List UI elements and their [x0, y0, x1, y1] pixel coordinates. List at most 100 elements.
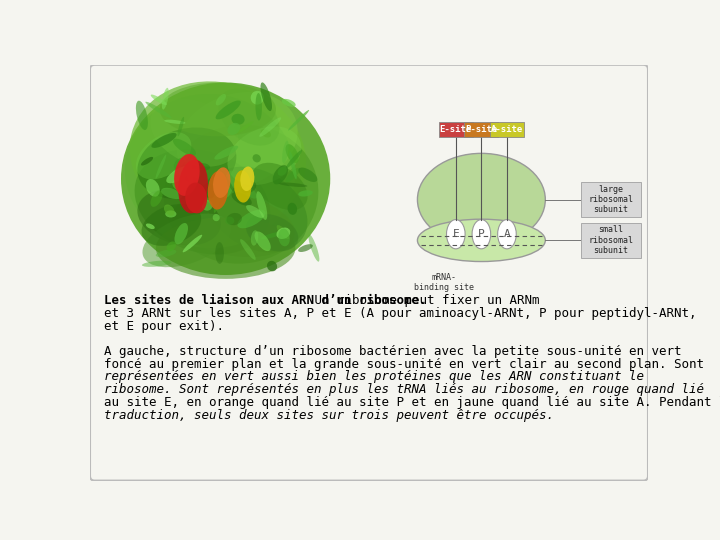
Text: A: A	[503, 229, 510, 239]
Ellipse shape	[156, 217, 295, 279]
Ellipse shape	[228, 123, 240, 135]
FancyBboxPatch shape	[581, 222, 641, 258]
Ellipse shape	[279, 183, 307, 187]
Ellipse shape	[298, 167, 318, 182]
Ellipse shape	[177, 163, 186, 184]
Text: E-site: E-site	[440, 125, 472, 134]
Text: Un ribosome peut fixer un ARNm: Un ribosome peut fixer un ARNm	[307, 294, 539, 307]
Ellipse shape	[166, 241, 176, 251]
Ellipse shape	[228, 126, 301, 185]
Ellipse shape	[145, 102, 171, 118]
Text: et 3 ARNt sur les sites A, P et E (A pour aminoacyl-ARNt, P pour peptidyl-ARNt,: et 3 ARNt sur les sites A, P et E (A pou…	[104, 307, 696, 320]
Ellipse shape	[207, 173, 225, 190]
Ellipse shape	[219, 168, 235, 192]
Ellipse shape	[212, 214, 220, 221]
Ellipse shape	[253, 154, 261, 163]
Ellipse shape	[261, 83, 272, 111]
Ellipse shape	[172, 179, 196, 194]
Ellipse shape	[287, 202, 297, 215]
FancyBboxPatch shape	[490, 122, 524, 137]
Ellipse shape	[245, 187, 257, 199]
Ellipse shape	[232, 192, 252, 206]
Ellipse shape	[146, 224, 155, 229]
Ellipse shape	[246, 205, 264, 218]
Ellipse shape	[166, 166, 191, 183]
Ellipse shape	[184, 153, 193, 184]
Ellipse shape	[240, 181, 256, 193]
Ellipse shape	[208, 171, 228, 210]
Ellipse shape	[288, 110, 309, 131]
Ellipse shape	[251, 230, 258, 246]
Text: représentées en vert aussi bien les protéines que les ARN constituant le: représentées en vert aussi bien les prot…	[104, 370, 644, 383]
Ellipse shape	[143, 213, 231, 267]
Text: et E pour exit).: et E pour exit).	[104, 320, 224, 333]
Ellipse shape	[225, 217, 235, 225]
Ellipse shape	[150, 191, 163, 207]
Ellipse shape	[446, 220, 465, 249]
Ellipse shape	[213, 167, 230, 198]
Ellipse shape	[282, 141, 289, 163]
Text: ribosome. Sont représentés en plus les tRNA liés au ribosome, en rouge quand lié: ribosome. Sont représentés en plus les t…	[104, 383, 704, 396]
Ellipse shape	[237, 121, 253, 133]
Ellipse shape	[222, 171, 235, 198]
Ellipse shape	[276, 227, 290, 239]
Ellipse shape	[146, 179, 160, 197]
FancyBboxPatch shape	[581, 182, 641, 217]
Ellipse shape	[278, 166, 287, 176]
Text: E: E	[452, 229, 459, 239]
Ellipse shape	[261, 129, 271, 138]
Ellipse shape	[240, 239, 256, 260]
Ellipse shape	[203, 183, 215, 199]
Ellipse shape	[289, 151, 297, 179]
Ellipse shape	[256, 191, 267, 220]
Text: A-site: A-site	[491, 125, 523, 134]
Ellipse shape	[136, 132, 192, 179]
Ellipse shape	[232, 114, 245, 125]
Ellipse shape	[206, 167, 307, 252]
Ellipse shape	[286, 150, 302, 168]
Text: A gauche, structure d’un ribosome bactérien avec la petite sous-unité en vert: A gauche, structure d’un ribosome bactér…	[104, 345, 681, 358]
Ellipse shape	[215, 146, 238, 160]
Ellipse shape	[177, 92, 297, 188]
Ellipse shape	[130, 82, 306, 230]
Ellipse shape	[164, 120, 186, 124]
Ellipse shape	[298, 244, 312, 252]
Ellipse shape	[179, 160, 208, 213]
Ellipse shape	[238, 210, 266, 228]
Ellipse shape	[259, 117, 282, 137]
Ellipse shape	[286, 144, 299, 163]
Ellipse shape	[156, 249, 176, 257]
Ellipse shape	[174, 158, 184, 170]
Ellipse shape	[150, 94, 167, 105]
Text: foncé au premier plan et la grande sous-unité en vert clair au second plan. Sont: foncé au premier plan et la grande sous-…	[104, 358, 704, 371]
Ellipse shape	[308, 234, 320, 262]
Ellipse shape	[138, 189, 221, 246]
Ellipse shape	[285, 168, 300, 183]
Ellipse shape	[251, 91, 264, 105]
Ellipse shape	[192, 159, 200, 167]
Ellipse shape	[261, 232, 284, 239]
Ellipse shape	[185, 183, 207, 213]
Ellipse shape	[174, 223, 188, 245]
Text: P-site: P-site	[465, 125, 498, 134]
Text: small
ribosomal
subunit: small ribosomal subunit	[588, 226, 634, 255]
Text: mRNA-
binding site: mRNA- binding site	[414, 273, 474, 292]
Ellipse shape	[256, 93, 262, 120]
Ellipse shape	[227, 213, 242, 225]
Ellipse shape	[279, 228, 290, 246]
FancyBboxPatch shape	[438, 122, 473, 137]
Ellipse shape	[151, 133, 176, 148]
Text: au site E, en orange quand lié au site P et en jaune quand lié au site A. Pendan: au site E, en orange quand lié au site P…	[104, 396, 720, 409]
Ellipse shape	[472, 220, 490, 249]
Ellipse shape	[273, 165, 288, 184]
Ellipse shape	[298, 190, 312, 197]
Text: Les sites de liaison aux ARN d’un ribosome.: Les sites de liaison aux ARN d’un riboso…	[104, 294, 426, 307]
Text: large
ribosomal
subunit: large ribosomal subunit	[588, 185, 634, 214]
Ellipse shape	[190, 169, 201, 178]
Ellipse shape	[165, 211, 176, 218]
Ellipse shape	[172, 193, 294, 257]
FancyBboxPatch shape	[90, 65, 648, 481]
Ellipse shape	[216, 94, 226, 105]
Ellipse shape	[141, 157, 153, 166]
Ellipse shape	[214, 194, 220, 213]
